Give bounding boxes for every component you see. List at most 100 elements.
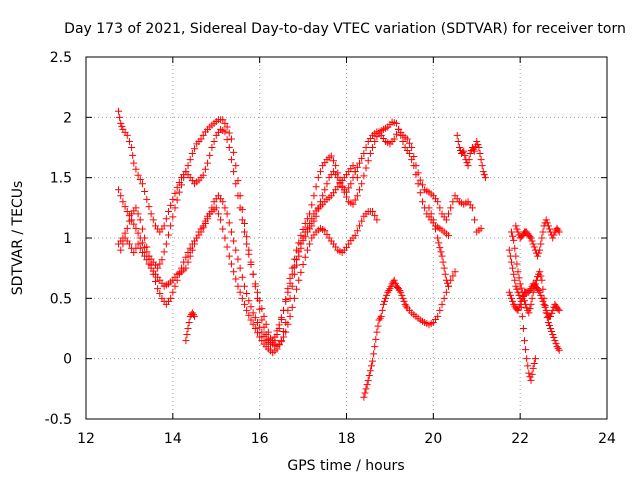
data-point	[343, 244, 350, 252]
data-point	[232, 275, 240, 283]
data-point	[182, 168, 190, 176]
data-point	[479, 168, 487, 176]
data-point	[260, 332, 268, 340]
data-point	[238, 206, 246, 214]
data-point	[505, 246, 513, 254]
data-point	[442, 276, 450, 284]
data-point	[351, 168, 359, 176]
data-point	[284, 306, 292, 314]
data-point	[253, 318, 261, 326]
series-track-7	[453, 131, 489, 182]
data-point	[509, 264, 517, 272]
data-point	[230, 168, 238, 176]
data-point	[369, 207, 377, 215]
data-point	[514, 268, 522, 276]
data-point	[297, 268, 305, 276]
data-point	[382, 294, 390, 302]
x-tick-label: 22	[511, 431, 529, 447]
data-point	[460, 147, 468, 155]
series-track-4	[117, 125, 485, 357]
data-point	[210, 137, 218, 145]
data-point	[225, 129, 233, 137]
data-point	[132, 165, 140, 173]
data-point	[391, 279, 399, 287]
data-point	[256, 333, 264, 341]
y-tick-label: 2	[63, 110, 72, 126]
data-point	[267, 340, 275, 348]
data-point	[511, 276, 519, 284]
data-point	[518, 232, 526, 240]
data-point	[141, 234, 149, 242]
data-point	[530, 243, 538, 251]
data-point	[225, 144, 233, 151]
data-point	[247, 316, 255, 324]
x-tick-label: 12	[77, 431, 95, 447]
data-point	[316, 168, 324, 176]
data-point	[364, 376, 372, 384]
data-point	[537, 272, 545, 280]
series-track-5	[182, 309, 199, 345]
x-tick-label: 16	[251, 431, 269, 447]
data-point	[523, 228, 531, 236]
data-point	[321, 227, 329, 235]
data-point	[525, 369, 533, 377]
data-point	[138, 225, 146, 233]
data-point	[380, 297, 388, 305]
series-track-2	[115, 116, 453, 348]
data-point	[167, 294, 175, 302]
data-point	[445, 232, 453, 240]
data-point	[509, 232, 517, 240]
data-point	[367, 362, 375, 370]
x-axis-label: GPS time / hours	[287, 458, 404, 474]
data-point	[518, 312, 526, 320]
data-point	[208, 144, 216, 151]
data-point	[145, 260, 153, 268]
data-point	[436, 204, 444, 212]
data-point	[442, 288, 450, 296]
data-point	[334, 174, 342, 182]
data-point	[277, 337, 285, 345]
data-point	[312, 183, 320, 191]
data-point	[522, 346, 530, 354]
data-point	[388, 280, 396, 288]
data-point	[116, 113, 124, 121]
data-point	[314, 174, 322, 182]
data-point	[397, 288, 405, 296]
data-point	[193, 234, 201, 242]
data-point	[162, 215, 170, 223]
data-point	[227, 228, 235, 236]
data-point	[271, 333, 279, 341]
data-point	[383, 291, 391, 299]
data-point	[219, 198, 227, 206]
data-point	[384, 288, 392, 296]
data-point	[232, 246, 240, 254]
data-point	[390, 135, 398, 143]
data-point	[212, 204, 220, 212]
data-point	[273, 345, 281, 353]
data-point	[356, 159, 364, 167]
data-point	[366, 367, 374, 375]
data-point	[221, 234, 229, 242]
data-point	[427, 210, 435, 218]
data-point	[277, 314, 285, 322]
data-point	[539, 297, 547, 305]
data-point	[138, 180, 146, 188]
data-point	[471, 216, 479, 224]
data-point	[169, 195, 177, 203]
data-point	[234, 177, 242, 185]
data-point	[555, 306, 563, 314]
data-point	[466, 150, 474, 158]
data-point	[117, 192, 125, 200]
data-point	[162, 240, 170, 248]
data-point	[143, 243, 151, 251]
data-point	[369, 357, 377, 365]
data-point	[151, 277, 159, 285]
data-point	[554, 226, 562, 234]
data-point	[535, 286, 543, 294]
data-point	[418, 198, 426, 206]
data-point	[527, 376, 535, 384]
data-point	[301, 232, 309, 240]
data-point	[544, 318, 552, 326]
y-tick-label: 0	[63, 352, 72, 368]
